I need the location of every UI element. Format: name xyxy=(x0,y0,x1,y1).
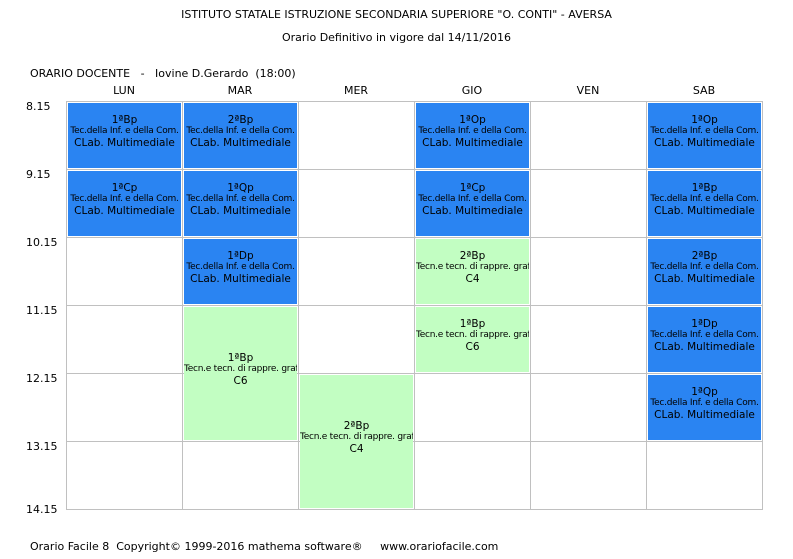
lesson-class: 1ªBp xyxy=(459,318,486,330)
lesson-class: 1ªOp xyxy=(691,114,718,126)
grid-line xyxy=(182,101,183,510)
time-label: 13.15 xyxy=(26,440,58,453)
lesson-room: CLab. Multimediale xyxy=(654,273,755,285)
lesson-subject: Tec.della Inf. e della Com. xyxy=(650,330,759,340)
lesson-cell[interactable]: 1ªCp Tec.della Inf. e della Com. CLab. Mul… xyxy=(416,171,529,236)
day-header-ven: VEN xyxy=(576,84,600,97)
lesson-class: 1ªOp xyxy=(459,114,486,126)
lesson-class: 1ªBp xyxy=(691,182,718,194)
lesson-subject: Tec.della Inf. e della Com. xyxy=(650,126,759,136)
lesson-class: 2ªBp xyxy=(227,114,254,126)
lesson-cell[interactable]: 1ªCp Tec.della Inf. e della Com. CLab. Mul… xyxy=(68,171,181,236)
schedule-subtitle: Orario Definitivo in vigore dal 14/11/20… xyxy=(281,31,512,44)
lesson-cell[interactable]: 2ªBp Tecn.e tecn. di rappre. graf. C4 xyxy=(416,239,529,304)
lesson-room: CLab. Multimediale xyxy=(74,205,175,217)
day-header-lun: LUN xyxy=(113,84,135,97)
lesson-cell[interactable]: 1ªBp Tecn.e tecn. di rappre. graf. C6 xyxy=(184,307,297,440)
lesson-cell[interactable]: 1ªDp Tec.della Inf. e della Com. CLab. Mul… xyxy=(648,307,761,372)
lesson-subject: Tec.della Inf. e della Com. xyxy=(650,398,759,408)
day-header-sab: SAB xyxy=(692,84,716,97)
lesson-room: CLab. Multimediale xyxy=(654,137,755,149)
lesson-class: 1ªCp xyxy=(111,182,138,194)
lesson-subject: Tecn.e tecn. di rappre. graf. xyxy=(300,432,413,442)
lesson-cell[interactable]: 1ªQp Tec.della Inf. e della Com. CLab. Mul… xyxy=(648,375,761,440)
grid-line xyxy=(646,101,647,510)
lesson-subject: Tec.della Inf. e della Com. xyxy=(650,262,759,272)
grid-line xyxy=(530,101,531,510)
lesson-class: 1ªDp xyxy=(691,318,718,330)
lesson-cell[interactable]: 1ªBp Tec.della Inf. e della Com. CLab. Mul… xyxy=(68,103,181,168)
grid-line xyxy=(298,101,299,510)
lesson-class: 1ªBp xyxy=(111,114,138,126)
lesson-cell[interactable]: 1ªDp Tec.della Inf. e della Com. CLab. Mul… xyxy=(184,239,297,304)
lesson-room: CLab. Multimediale xyxy=(422,205,523,217)
lesson-room: CLab. Multimediale xyxy=(190,137,291,149)
lesson-class: 2ªBp xyxy=(343,420,370,432)
time-label: 11.15 xyxy=(26,304,58,317)
lesson-cell[interactable]: 2ªBp Tec.della Inf. e della Com. CLab. Mul… xyxy=(648,239,761,304)
grid-line xyxy=(414,101,415,510)
lesson-subject: Tecn.e tecn. di rappre. graf. xyxy=(184,364,297,374)
lesson-room: CLab. Multimediale xyxy=(654,205,755,217)
lesson-cell[interactable]: 1ªBp Tecn.e tecn. di rappre. graf. C6 xyxy=(416,307,529,372)
lesson-subject: Tec.della Inf. e della Com. xyxy=(418,194,527,204)
lesson-room: C4 xyxy=(349,443,364,455)
lesson-room: CLab. Multimediale xyxy=(654,409,755,421)
lesson-room: C4 xyxy=(465,273,480,285)
lesson-cell[interactable]: 1ªQp Tec.della Inf. e della Com. CLab. Mul… xyxy=(184,171,297,236)
lesson-subject: Tec.della Inf. e della Com. xyxy=(418,126,527,136)
time-label: 9.15 xyxy=(26,168,51,181)
lesson-subject: Tec.della Inf. e della Com. xyxy=(186,126,295,136)
lesson-room: CLab. Multimediale xyxy=(190,273,291,285)
lesson-room: CLab. Multimediale xyxy=(422,137,523,149)
lesson-cell[interactable]: 1ªBp Tec.della Inf. e della Com. CLab. Mul… xyxy=(648,171,761,236)
time-label: 8.15 xyxy=(26,100,51,113)
lesson-room: C6 xyxy=(233,375,248,387)
lesson-room: CLab. Multimediale xyxy=(74,137,175,149)
lesson-room: CLab. Multimediale xyxy=(654,341,755,353)
lesson-subject: Tec.della Inf. e della Com. xyxy=(650,194,759,204)
footer-copyright: Orario Facile 8 Copyright© 1999-2016 mat… xyxy=(30,540,499,553)
lesson-class: 1ªCp xyxy=(459,182,486,194)
lesson-class: 1ªBp xyxy=(227,352,254,364)
lesson-cell[interactable]: 1ªOp Tec.della Inf. e della Com. CLab. Mul… xyxy=(416,103,529,168)
lesson-room: CLab. Multimediale xyxy=(190,205,291,217)
time-label: 12.15 xyxy=(26,372,58,385)
day-header-mer: MER xyxy=(343,84,369,97)
grid-line xyxy=(762,101,763,510)
lesson-class: 1ªDp xyxy=(227,250,254,262)
time-label: 14.15 xyxy=(26,503,58,516)
school-title: ISTITUTO STATALE ISTRUZIONE SECONDARIA S… xyxy=(181,8,612,21)
time-label: 10.15 xyxy=(26,236,58,249)
grid-line xyxy=(66,101,67,510)
lesson-subject: Tec.della Inf. e della Com. xyxy=(186,262,295,272)
lesson-cell[interactable]: 2ªBp Tec.della Inf. e della Com. CLab. Mul… xyxy=(184,103,297,168)
day-header-gio: GIO xyxy=(461,84,483,97)
lesson-class: 1ªQp xyxy=(691,386,718,398)
lesson-subject: Tecn.e tecn. di rappre. graf. xyxy=(416,262,529,272)
lesson-subject: Tecn.e tecn. di rappre. graf. xyxy=(416,330,529,340)
day-header-mar: MAR xyxy=(227,84,253,97)
lesson-class: 2ªBp xyxy=(459,250,486,262)
lesson-cell[interactable]: 2ªBp Tecn.e tecn. di rappre. graf. C4 xyxy=(300,375,413,508)
lesson-subject: Tec.della Inf. e della Com. xyxy=(70,126,179,136)
lesson-class: 2ªBp xyxy=(691,250,718,262)
lesson-room: C6 xyxy=(465,341,480,353)
teacher-label: ORARIO DOCENTE - Iovine D.Gerardo (18:00… xyxy=(30,67,296,80)
lesson-subject: Tec.della Inf. e della Com. xyxy=(186,194,295,204)
lesson-subject: Tec.della Inf. e della Com. xyxy=(70,194,179,204)
lesson-class: 1ªQp xyxy=(227,182,254,194)
lesson-cell[interactable]: 1ªOp Tec.della Inf. e della Com. CLab. Mul… xyxy=(648,103,761,168)
